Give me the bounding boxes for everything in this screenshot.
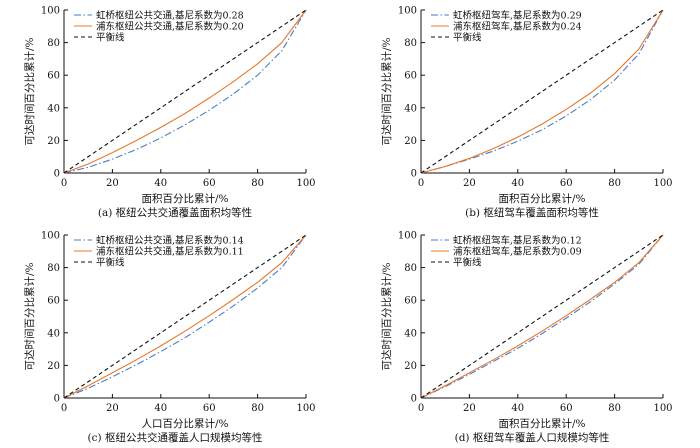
y-tick-label: 60 bbox=[404, 296, 417, 307]
series-line-0 bbox=[420, 234, 664, 399]
x-axis-label: 面积百分比累计/% bbox=[498, 417, 585, 430]
x-tick-label: 100 bbox=[296, 403, 315, 414]
x-tick-label: 100 bbox=[653, 178, 672, 189]
legend-label-0: 虹桥枢纽公共交通,基尼系数为0.28 bbox=[96, 10, 244, 22]
x-tick-label: 80 bbox=[608, 178, 621, 189]
x-tick-label: 60 bbox=[203, 178, 216, 189]
legend-label-1: 浦东枢纽公共交通,基尼系数为0.11 bbox=[96, 246, 244, 258]
x-tick-label: 40 bbox=[511, 403, 524, 414]
series-line-1 bbox=[420, 9, 664, 174]
y-axis-label: 可达时间百分比累计/% bbox=[380, 37, 393, 145]
x-axis-label: 面积百分比累计/% bbox=[141, 192, 228, 205]
y-tick-label: 20 bbox=[404, 136, 417, 147]
y-tick-label: 40 bbox=[47, 328, 60, 339]
x-tick-label: 40 bbox=[154, 178, 167, 189]
legend-label-2: 平衡线 bbox=[453, 32, 482, 44]
y-tick-label: 40 bbox=[404, 328, 417, 339]
y-tick-label: 60 bbox=[47, 71, 60, 82]
y-tick-label: 80 bbox=[404, 38, 417, 49]
y-tick-label: 100 bbox=[398, 6, 417, 17]
y-tick-label: 100 bbox=[41, 6, 60, 17]
x-tick-label: 80 bbox=[251, 403, 264, 414]
y-tick-label: 80 bbox=[404, 263, 417, 274]
series-line-1 bbox=[420, 234, 664, 399]
panel-caption: (c) 枢纽公共交通覆盖人口规模均等性 bbox=[88, 431, 263, 444]
y-tick-label: 60 bbox=[47, 296, 60, 307]
y-tick-label: 80 bbox=[47, 263, 60, 274]
series-line-0 bbox=[63, 9, 307, 174]
y-axis-label: 可达时间百分比累计/% bbox=[23, 262, 36, 370]
y-axis-label: 可达时间百分比累计/% bbox=[23, 37, 36, 145]
y-tick-label: 20 bbox=[404, 361, 417, 372]
x-axis-label: 人口百分比累计/% bbox=[141, 417, 228, 430]
series-line-1 bbox=[63, 9, 307, 174]
legend-label-0: 虹桥枢纽驾车,基尼系数为0.29 bbox=[453, 10, 582, 22]
legend-label-2: 平衡线 bbox=[453, 257, 482, 269]
legend-label-2: 平衡线 bbox=[96, 257, 125, 269]
legend-label-0: 虹桥枢纽驾车,基尼系数为0.12 bbox=[453, 235, 582, 247]
x-tick-label: 20 bbox=[106, 178, 119, 189]
x-tick-label: 0 bbox=[61, 178, 67, 189]
series-line-0 bbox=[63, 234, 307, 399]
x-tick-label: 20 bbox=[106, 403, 119, 414]
legend-label-1: 浦东枢纽公共交通,基尼系数为0.20 bbox=[96, 21, 244, 33]
y-tick-label: 80 bbox=[47, 38, 60, 49]
y-tick-label: 60 bbox=[404, 71, 417, 82]
x-tick-label: 80 bbox=[608, 403, 621, 414]
chart-panel-2: 0 20 40 60 80 100 0 20 40 60 80 100 人口百分比累计/% 可达时间百分比… bbox=[23, 231, 316, 445]
y-tick-label: 0 bbox=[54, 394, 60, 405]
y-tick-label: 40 bbox=[404, 103, 417, 114]
panel-caption: (d) 枢纽驾车覆盖人口规模均等性 bbox=[455, 431, 610, 444]
legend-label-2: 平衡线 bbox=[96, 32, 125, 44]
chart-panel-0: 0 20 40 60 80 100 0 20 40 60 80 100 面积百分比累计/% 可达时间百分比… bbox=[23, 6, 316, 220]
x-tick-label: 20 bbox=[463, 403, 476, 414]
chart-panel-3: 0 20 40 60 80 100 0 20 40 60 80 100 面积百分比累计/% 可达时间百分比… bbox=[380, 231, 673, 445]
y-tick-label: 20 bbox=[47, 136, 60, 147]
y-tick-label: 0 bbox=[411, 394, 417, 405]
x-axis-label: 面积百分比累计/% bbox=[498, 192, 585, 205]
legend-label-0: 虹桥枢纽公共交通,基尼系数为0.14 bbox=[96, 235, 244, 247]
legend-label-1: 浦东枢纽驾车,基尼系数为0.09 bbox=[453, 246, 582, 258]
y-tick-label: 100 bbox=[398, 231, 417, 242]
y-tick-label: 40 bbox=[47, 103, 60, 114]
x-tick-label: 80 bbox=[251, 178, 264, 189]
y-tick-label: 100 bbox=[41, 231, 60, 242]
x-tick-label: 0 bbox=[418, 403, 424, 414]
x-tick-label: 100 bbox=[653, 403, 672, 414]
x-tick-label: 60 bbox=[560, 403, 573, 414]
x-tick-label: 40 bbox=[154, 403, 167, 414]
chart-panel-1: 0 20 40 60 80 100 0 20 40 60 80 100 面积百分比累计/% 可达时间百分比… bbox=[380, 6, 673, 220]
x-tick-label: 40 bbox=[511, 178, 524, 189]
x-tick-label: 60 bbox=[560, 178, 573, 189]
y-tick-label: 0 bbox=[54, 169, 60, 180]
x-tick-label: 60 bbox=[203, 403, 216, 414]
y-axis-label: 可达时间百分比累计/% bbox=[380, 262, 393, 370]
y-tick-label: 0 bbox=[411, 169, 417, 180]
panel-caption: (b) 枢纽驾车覆盖面积均等性 bbox=[465, 206, 599, 219]
panel-caption: (a) 枢纽公共交通覆盖面积均等性 bbox=[98, 206, 252, 219]
series-line-1 bbox=[63, 234, 307, 399]
y-tick-label: 20 bbox=[47, 361, 60, 372]
x-tick-label: 100 bbox=[296, 178, 315, 189]
legend-label-1: 浦东枢纽驾车,基尼系数为0.24 bbox=[453, 21, 582, 33]
x-tick-label: 0 bbox=[61, 403, 67, 414]
x-tick-label: 0 bbox=[418, 178, 424, 189]
x-tick-label: 20 bbox=[463, 178, 476, 189]
